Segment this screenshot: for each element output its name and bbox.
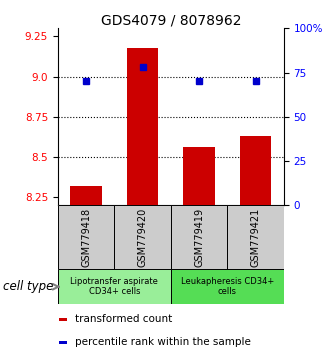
Text: Lipotransfer aspirate
CD34+ cells: Lipotransfer aspirate CD34+ cells	[70, 277, 158, 296]
Bar	[58, 269, 171, 304]
Text: transformed count: transformed count	[75, 314, 172, 325]
Bar	[240, 136, 271, 205]
Bar	[171, 205, 227, 269]
Text: GSM779420: GSM779420	[138, 207, 148, 267]
Bar	[227, 205, 284, 269]
Bar	[58, 205, 114, 269]
Title: GDS4079 / 8078962: GDS4079 / 8078962	[101, 13, 241, 27]
Text: cell type: cell type	[3, 280, 54, 293]
Bar	[183, 147, 214, 205]
Text: percentile rank within the sample: percentile rank within the sample	[75, 337, 250, 348]
Text: GSM779421: GSM779421	[250, 207, 261, 267]
Bar	[59, 341, 67, 344]
Text: GSM779419: GSM779419	[194, 207, 204, 267]
Bar	[127, 48, 158, 205]
Bar	[59, 318, 67, 321]
Bar	[114, 205, 171, 269]
Text: Leukapheresis CD34+
cells: Leukapheresis CD34+ cells	[181, 277, 274, 296]
Text: GSM779418: GSM779418	[81, 207, 91, 267]
Bar	[71, 186, 102, 205]
Bar	[171, 269, 284, 304]
